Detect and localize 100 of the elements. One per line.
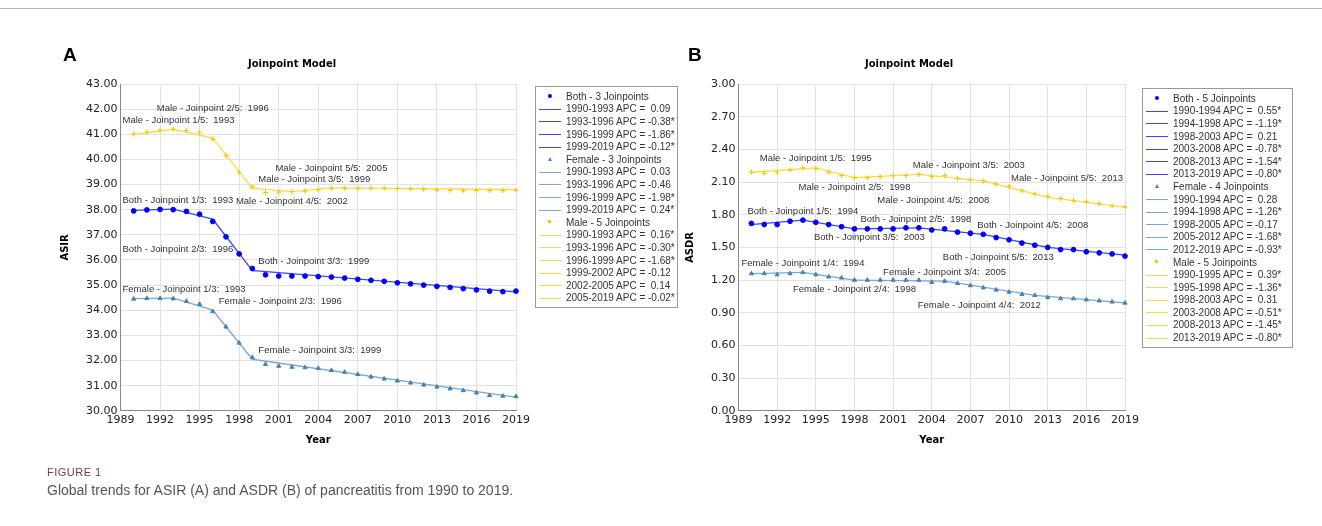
annotation: Male - Joinpoint 5/5: 2013 (1011, 171, 1124, 183)
legend-label: 1990-1995 APC = 0.39* (1173, 269, 1282, 281)
legend-label: 1998-2003 APC = 0.31 (1173, 294, 1278, 306)
y-tick-label: 2.10 (710, 174, 736, 188)
y-tick-label: 1.20 (710, 272, 736, 286)
y-tick-label: 31.00 (85, 378, 118, 392)
x-axis-title: Year (304, 433, 331, 445)
legend-label: 2008-2013 APC = -1.54* (1173, 155, 1282, 167)
x-tick-label: 2016 (462, 413, 491, 427)
legend-label: 1990-1993 APC = 0.03 (566, 166, 671, 178)
legend-label: 2012-2019 APC = -0.93* (1173, 243, 1282, 255)
y-tick-label: 32.00 (85, 353, 118, 367)
legend-label: Both - 5 Joinpoints (1173, 92, 1256, 104)
y-tick-label: 0.90 (710, 305, 736, 319)
x-tick-label: 2004 (304, 413, 333, 427)
x-tick-label: 2007 (956, 413, 985, 427)
annotation: Male - Joinpoint 4/5: 2008 (877, 194, 990, 206)
annotation: Male - Joinpoint 2/5: 1996 (156, 102, 269, 114)
annotation: Both - Joinpoint 5/5: 2013 (942, 250, 1054, 262)
annotation: Male - Joinpoint 3/5: 2003 (912, 158, 1025, 170)
chart-title: Joinpoint Model (863, 57, 954, 69)
annotation: Male - Joinpoint 3/5: 1999 (258, 172, 371, 184)
annotation: Both - Joinpoint 3/5: 2003 (813, 231, 925, 243)
x-tick-label: 1992 (763, 413, 792, 427)
x-tick-label: 2013 (1033, 413, 1062, 427)
x-tick-label: 2016 (1072, 413, 1101, 427)
annotation: Male - Joinpoint 4/5: 2002 (235, 194, 348, 206)
annotation: Both - Joinpoint 4/5: 2008 (977, 218, 1089, 230)
annotation: Both - Joinpoint 2/3: 1996 (122, 242, 234, 254)
y-tick-label: 36.00 (85, 252, 118, 266)
y-tick-label: 41.00 (85, 127, 118, 141)
y-tick-label: 33.00 (85, 328, 118, 342)
legend-label: 1994-1998 APC = -1.26* (1173, 206, 1282, 218)
x-tick-label: 2001 (264, 413, 293, 427)
y-tick-label: 2.40 (710, 142, 736, 156)
legend-label: 1996-1999 APC = -1.98* (566, 191, 675, 203)
y-tick-label: 0.30 (710, 370, 736, 384)
annotation: Female - Joinpoint 1/4: 1994 (741, 256, 865, 268)
legend-label: 2005-2012 APC = -1.68* (1173, 231, 1282, 243)
legend-label: 1999-2019 APC = 0.24* (566, 204, 675, 216)
x-tick-label: 2013 (422, 413, 451, 427)
legend-label: 1990-1994 APC = 0.28 (1173, 193, 1278, 205)
text: B (688, 44, 702, 66)
legend-label: Both - 3 Joinpoints (566, 90, 649, 102)
annotation: Male - Joinpoint 2/5: 1998 (798, 181, 911, 193)
legend-label: 2008-2013 APC = -1.45* (1173, 319, 1282, 331)
annotation: Both - Joinpoint 1/5: 1994 (747, 204, 859, 216)
legend-label: 1990-1994 APC = 0.55* (1173, 105, 1282, 117)
x-tick-label: 2010 (995, 413, 1024, 427)
legend-label: 2002-2005 APC = 0.14 (566, 279, 671, 291)
y-tick-label: 40.00 (85, 152, 118, 166)
y-tick-label: 2.70 (710, 109, 736, 123)
y-tick-label: 42.00 (85, 102, 118, 115)
text: A (63, 44, 77, 66)
y-tick-label: 37.00 (85, 227, 118, 241)
y-axis-title: ASDR (683, 231, 695, 263)
legend-label: 1994-1998 APC = -1.19* (1173, 117, 1282, 129)
x-tick-label: 2010 (383, 413, 412, 427)
y-tick-label: 35.00 (85, 277, 118, 291)
chart-title: Joinpoint Model (246, 57, 337, 69)
legend-label: 1998-2005 APC = -0.17 (1173, 218, 1278, 230)
y-axis-title: ASIR (58, 233, 70, 261)
legend-label: 1993-1996 APC = -0.38* (566, 115, 675, 127)
annotation: Female - Joinpoint 3/3: 1999 (258, 343, 382, 355)
annotation: Both - Joinpoint 2/5: 1998 (860, 213, 972, 225)
legend-label: 1993-1996 APC = -0.30* (566, 241, 675, 253)
legend-label: 1996-1999 APC = -1.68* (566, 254, 675, 266)
annotation: Female - Joinpoint 2/3: 1996 (218, 294, 342, 306)
annotation: Male - Joinpoint 1/5: 1993 (122, 113, 235, 125)
legend-label: 2013-2019 APC = -0.80* (1173, 168, 1282, 180)
x-tick-label: 2001 (879, 413, 908, 427)
y-tick-label: 34.00 (85, 303, 118, 317)
annotation: Female - Joinpoint 1/3: 1993 (122, 282, 246, 294)
y-tick-label: 43.00 (85, 76, 118, 90)
y-tick-label: 1.50 (710, 240, 736, 254)
caption: FIGURE 1 (47, 466, 103, 478)
legend-label: 2013-2019 APC = -0.80* (1173, 332, 1282, 344)
x-axis-title: Year (918, 433, 945, 445)
annotation: Both - Joinpoint 3/3: 1999 (258, 254, 370, 266)
legend-label: Female - 3 Joinpoints (566, 153, 662, 165)
x-tick-label: 1989 (106, 413, 135, 427)
y-tick-label: 1.80 (710, 207, 736, 221)
x-tick-label: 1995 (801, 413, 830, 427)
annotation: Female - Joinpoint 2/4: 1998 (792, 283, 916, 295)
legend-label: 2003-2008 APC = -0.78* (1173, 143, 1282, 155)
annotation: Female - Joinpoint 3/4: 2005 (883, 265, 1007, 277)
y-tick-label: 3.00 (710, 76, 736, 90)
annotation: Male - Joinpoint 5/5: 2005 (275, 162, 388, 174)
x-tick-label: 2019 (1111, 413, 1139, 427)
legend-label: 2005-2019 APC = -0.02* (566, 292, 675, 304)
x-tick-label: 1992 (146, 413, 175, 427)
x-tick-label: 1989 (724, 413, 753, 427)
text: Global trends for ASIR (A) and ASDR (B) of pancreatitis from 1990 to 2019. (47, 482, 514, 498)
legend-label: Male - 5 Joinpoints (1173, 256, 1257, 268)
y-tick-label: 0.60 (710, 338, 736, 352)
y-tick-label: 39.00 (85, 177, 118, 191)
x-tick-label: 1998 (225, 413, 254, 427)
legend-label: 1990-1993 APC = 0.09 (566, 103, 671, 115)
legend-label: 1999-2019 APC = -0.12* (566, 141, 675, 153)
legend-label: 1996-1999 APC = -1.86* (566, 128, 675, 140)
